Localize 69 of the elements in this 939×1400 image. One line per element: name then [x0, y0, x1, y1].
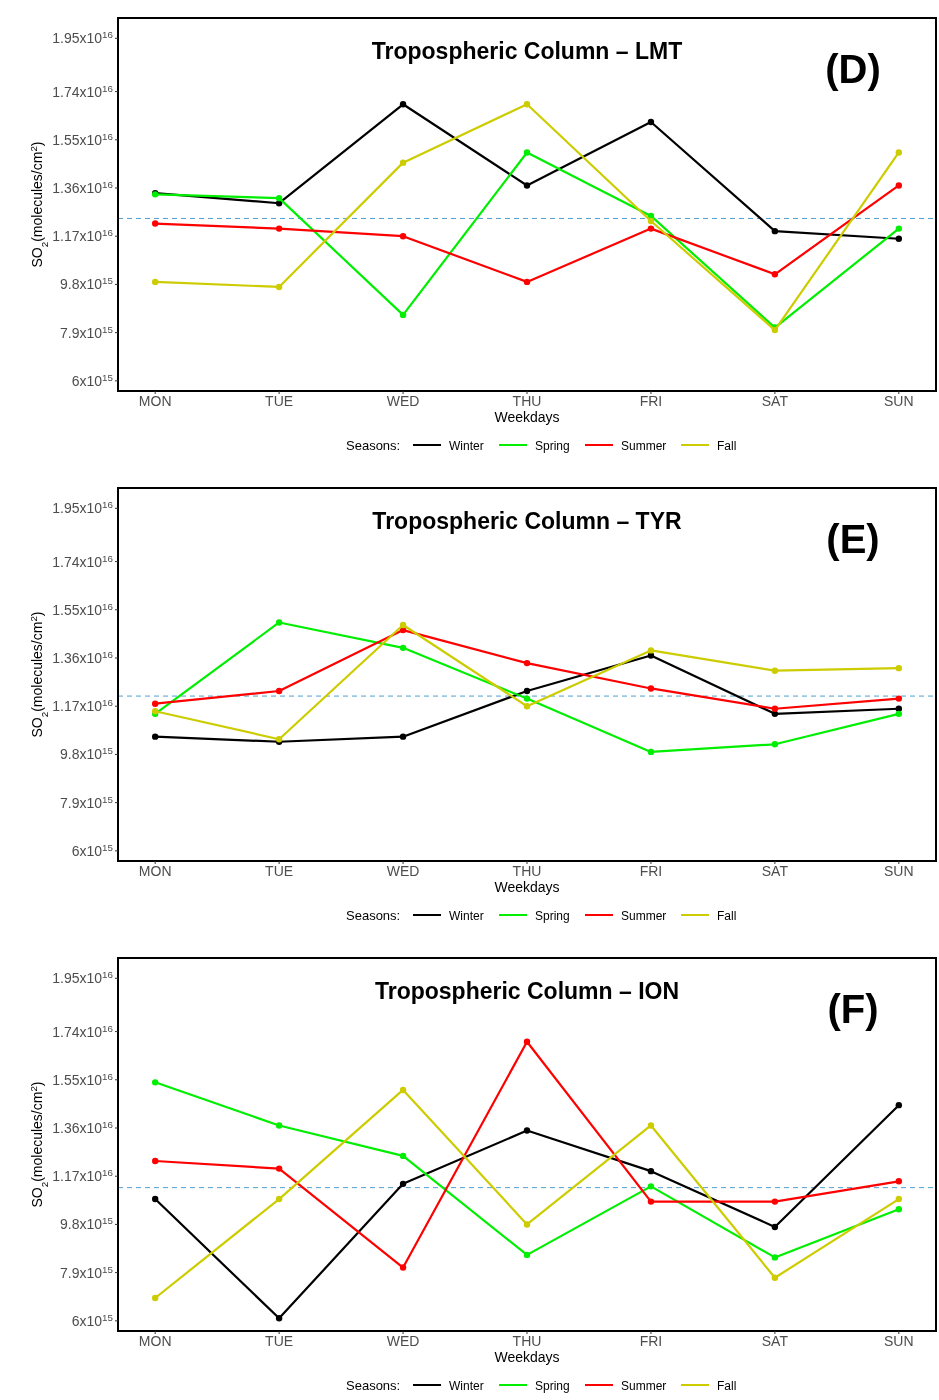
x-tick-label: MON — [138, 863, 172, 879]
x-tick-label: FRI — [639, 393, 663, 409]
legend-label: Fall — [717, 439, 737, 453]
x-tick-label: SUN — [884, 1333, 914, 1349]
y-tick-label: 1.36x10$^{16}$ — [52, 1118, 114, 1137]
text: Tropospheric Column – ION — [374, 978, 680, 1004]
legend-label: Summer — [621, 439, 667, 453]
x-tick-label: MON — [138, 393, 172, 409]
y-tick-label: 1.95x10$^{16}$ — [52, 968, 114, 987]
y-tick-label: 6x10$^{15}$ — [71, 1311, 114, 1329]
annotation: (D) — [825, 47, 881, 91]
x-axis-title: Weekdays — [494, 1349, 560, 1365]
y-tick-label: 9.8x10$^{15}$ — [60, 1214, 114, 1233]
y-tick-label: 7.9x10$^{15}$ — [60, 793, 114, 811]
x-tick-label: THU — [512, 1333, 542, 1349]
legend-label: Summer — [621, 909, 667, 923]
annotation: (E) — [826, 517, 880, 561]
legend-title: Seasons: — [346, 1378, 401, 1393]
x-tick-label: FRI — [639, 863, 663, 879]
legend-label: Fall — [717, 909, 737, 923]
legend-label: Winter — [449, 909, 484, 923]
x-axis-title: Weekdays — [494, 409, 560, 425]
x-tick-label: THU — [512, 393, 542, 409]
x-tick-label: TUE — [265, 863, 294, 879]
legend-label: Summer — [621, 1379, 667, 1393]
legend-label: Fall — [717, 1379, 737, 1393]
x-tick-label: WED — [386, 393, 420, 409]
y-tick-label: 1.36x10$^{16}$ — [52, 178, 114, 197]
text: Tropospheric Column – LMT — [371, 38, 683, 64]
x-tick-label: MON — [138, 1333, 172, 1349]
x-tick-label: WED — [386, 1333, 420, 1349]
y-tick-label: 1.95x10$^{16}$ — [52, 498, 114, 517]
legend-title: Seasons: — [346, 438, 401, 453]
y-tick-label: 1.74x10$^{16}$ — [52, 1022, 114, 1040]
x-tick-label: SAT — [761, 393, 789, 409]
y-tick-label: 9.8x10$^{15}$ — [60, 274, 114, 293]
annotation: (F) — [827, 987, 879, 1031]
x-tick-label: TUE — [265, 393, 294, 409]
text: Tropospheric Column – TYR — [372, 508, 683, 534]
y-tick-label: 1.55x10$^{16}$ — [52, 1070, 114, 1088]
y-tick-label: 1.95x10$^{16}$ — [52, 28, 114, 47]
y-tick-label: 7.9x10$^{15}$ — [60, 1263, 114, 1281]
x-tick-label: THU — [512, 863, 542, 879]
y-tick-label: 1.74x10$^{16}$ — [52, 552, 114, 570]
x-axis-title: Weekdays — [494, 879, 560, 895]
legend-label: Winter — [449, 439, 484, 453]
legend-title: Seasons: — [346, 908, 401, 923]
x-tick-label: FRI — [639, 1333, 663, 1349]
x-tick-label: SAT — [761, 1333, 789, 1349]
y-tick-label: 1.55x10$^{16}$ — [52, 130, 114, 148]
x-tick-label: WED — [386, 863, 420, 879]
legend-label: Spring — [535, 909, 570, 923]
y-tick-label: 1.36x10$^{16}$ — [52, 648, 114, 667]
x-tick-label: TUE — [265, 1333, 294, 1349]
y-tick-label: 6x10$^{15}$ — [71, 841, 114, 859]
y-tick-label: 6x10$^{15}$ — [71, 371, 114, 389]
legend-label: Winter — [449, 1379, 484, 1393]
legend-label: Spring — [535, 439, 570, 453]
y-tick-label: 9.8x10$^{15}$ — [60, 744, 114, 763]
x-tick-label: SUN — [884, 393, 914, 409]
y-tick-label: 7.9x10$^{15}$ — [60, 323, 114, 341]
y-tick-label: 1.55x10$^{16}$ — [52, 600, 114, 618]
legend-label: Spring — [535, 1379, 570, 1393]
x-tick-label: SUN — [884, 863, 914, 879]
y-tick-label: 1.17x10$^{16}$ — [52, 226, 114, 245]
y-tick-label: 1.74x10$^{16}$ — [52, 82, 114, 100]
y-tick-label: 1.17x10$^{16}$ — [52, 1166, 114, 1185]
x-tick-label: SAT — [761, 863, 789, 879]
y-tick-label: 1.17x10$^{16}$ — [52, 696, 114, 715]
